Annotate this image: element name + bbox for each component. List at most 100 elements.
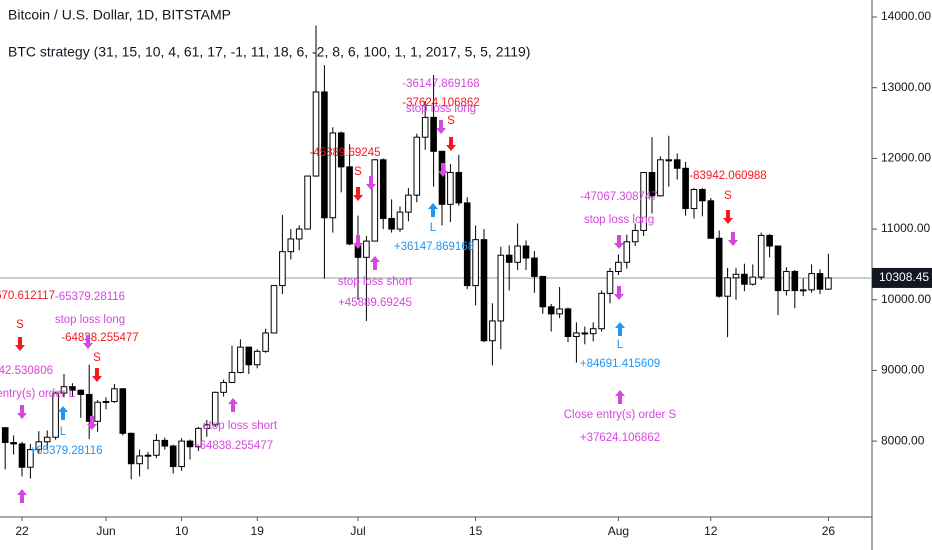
candle-body <box>724 277 731 297</box>
candle-body <box>102 401 110 404</box>
signal-arrow <box>446 137 456 151</box>
candle-body <box>791 270 799 292</box>
signal-arrow <box>615 390 625 404</box>
signal-arrow <box>436 120 446 134</box>
last-price-label: 10308.45 <box>879 270 929 284</box>
candle-body <box>35 441 43 451</box>
last-price-box <box>872 267 932 288</box>
candle-body <box>169 445 177 468</box>
candle-body <box>430 116 437 152</box>
candle-body <box>640 172 647 231</box>
candle-body <box>211 391 219 426</box>
x-tick-label: 26 <box>822 524 836 538</box>
signal-arrow <box>428 203 438 217</box>
candle-body <box>253 350 261 366</box>
candle-body <box>27 449 34 468</box>
candle-body <box>715 237 723 297</box>
signal-label: S <box>16 319 24 331</box>
candle-body <box>657 159 664 197</box>
x-tick-label: 19 <box>251 524 265 538</box>
signal-label: -45889.69245 <box>310 147 381 159</box>
candle-body <box>203 424 211 429</box>
candle-body <box>665 159 673 162</box>
signal-arrow <box>370 256 380 270</box>
signal-arrow <box>58 406 68 420</box>
candle-body <box>732 273 740 279</box>
candle-body <box>455 172 463 204</box>
candle-body <box>329 132 337 219</box>
candle-body <box>749 276 757 285</box>
signal-label: 3670.612117 <box>0 290 55 302</box>
signal-label: S <box>354 166 362 178</box>
candle-body <box>136 455 143 465</box>
signal-arrow <box>228 398 238 412</box>
candle-body <box>153 439 160 456</box>
signal-arrow <box>353 235 363 249</box>
signal-label: -47067.308747 <box>580 191 657 203</box>
candle-body <box>547 306 555 315</box>
candle-body <box>505 254 513 263</box>
signal-label: entry(s) order L <box>0 388 76 400</box>
candle-body <box>699 188 706 202</box>
candle-body <box>245 346 253 366</box>
signal-label: +65379.28116 <box>29 445 102 457</box>
signal-label: Close entry(s) order S <box>564 409 677 421</box>
signal-arrow <box>17 489 27 503</box>
candle-body <box>111 388 118 403</box>
candle-body <box>94 401 101 422</box>
candle-body <box>682 167 689 210</box>
candle-body <box>438 150 446 205</box>
candle-body <box>43 436 51 443</box>
signal-label: L <box>617 339 624 351</box>
candle-body <box>741 273 748 285</box>
signal-arrow <box>17 405 27 419</box>
candle-body <box>85 393 93 422</box>
signal-label: -37624.106862 <box>402 97 479 109</box>
candle-body <box>808 273 815 291</box>
candle-body <box>598 292 605 330</box>
y-tick-label: 8000.00 <box>881 433 925 447</box>
signal-label: S <box>724 190 732 202</box>
candle-body <box>262 332 269 352</box>
y-tick-label: 11000.00 <box>881 221 930 235</box>
y-tick-label: 12000.00 <box>881 151 931 165</box>
candle-body <box>195 427 202 448</box>
candle-body <box>321 91 328 219</box>
candle-body <box>480 239 488 342</box>
candle-body <box>774 245 782 292</box>
candle-body <box>186 440 194 448</box>
candle-body <box>615 261 622 272</box>
candle-body <box>421 116 429 138</box>
x-tick-label: 10 <box>175 524 189 538</box>
candle-body <box>447 172 454 205</box>
x-tick-label: 12 <box>704 524 718 538</box>
candle-body <box>463 202 471 287</box>
candle-body <box>287 238 295 253</box>
y-tick-label: 10000.00 <box>881 292 931 306</box>
candle-body <box>69 386 76 391</box>
y-tick-label: 14000.00 <box>881 9 931 23</box>
y-tick-label: 13000.00 <box>881 80 931 94</box>
candle-body <box>489 320 496 342</box>
signal-arrow <box>614 286 624 300</box>
candle-body <box>228 372 236 383</box>
signal-arrow <box>87 416 97 430</box>
signal-arrow <box>353 187 363 201</box>
x-tick-label: Jul <box>350 524 365 538</box>
candle-body <box>413 136 421 196</box>
candle-body <box>564 308 572 337</box>
chart-title: Bitcoin / U.S. Dollar, 1D, BITSTAMP <box>8 7 231 23</box>
candle-body <box>161 439 169 447</box>
signal-label: stop loss short <box>338 276 413 288</box>
signal-label: -83942.060988 <box>689 170 766 182</box>
plot-area: 3670.612117 S 1842.530806 entry(s) order L -… <box>0 25 872 503</box>
candle-body <box>119 388 127 434</box>
signal-label: stop loss long <box>55 314 125 326</box>
x-tick-label: 15 <box>469 524 483 538</box>
candle-body <box>237 346 244 374</box>
signal-label: -64838.255477 <box>61 332 138 344</box>
signal-label: +84691.415609 <box>580 358 660 370</box>
signal-label: +64838.255477 <box>193 440 273 452</box>
candle-body <box>220 381 227 393</box>
